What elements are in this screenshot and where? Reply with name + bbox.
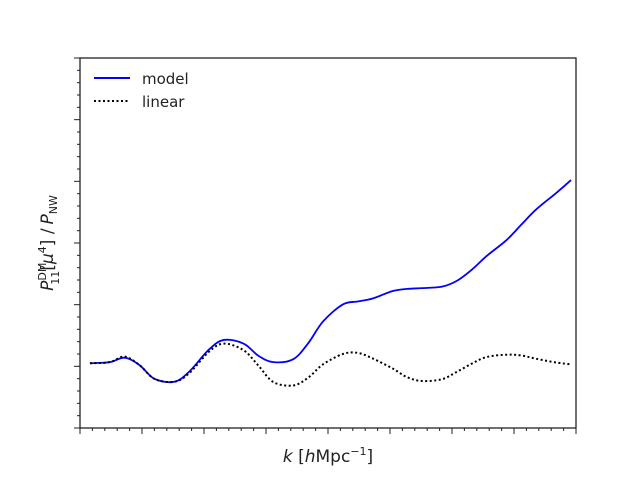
series-lines [89, 179, 572, 387]
series-line-linear [89, 342, 572, 387]
x-axis-label: k [hMpc−1] [283, 445, 373, 467]
series-line-model [89, 179, 572, 384]
legend-label-model: model [142, 70, 189, 88]
axis-ticks [74, 57, 577, 434]
plot-frame [79, 57, 577, 429]
legend: model linear [94, 70, 189, 111]
legend-label-linear: linear [142, 93, 185, 111]
y-axis-label: PDM11[μ4] /PNW [36, 195, 62, 291]
